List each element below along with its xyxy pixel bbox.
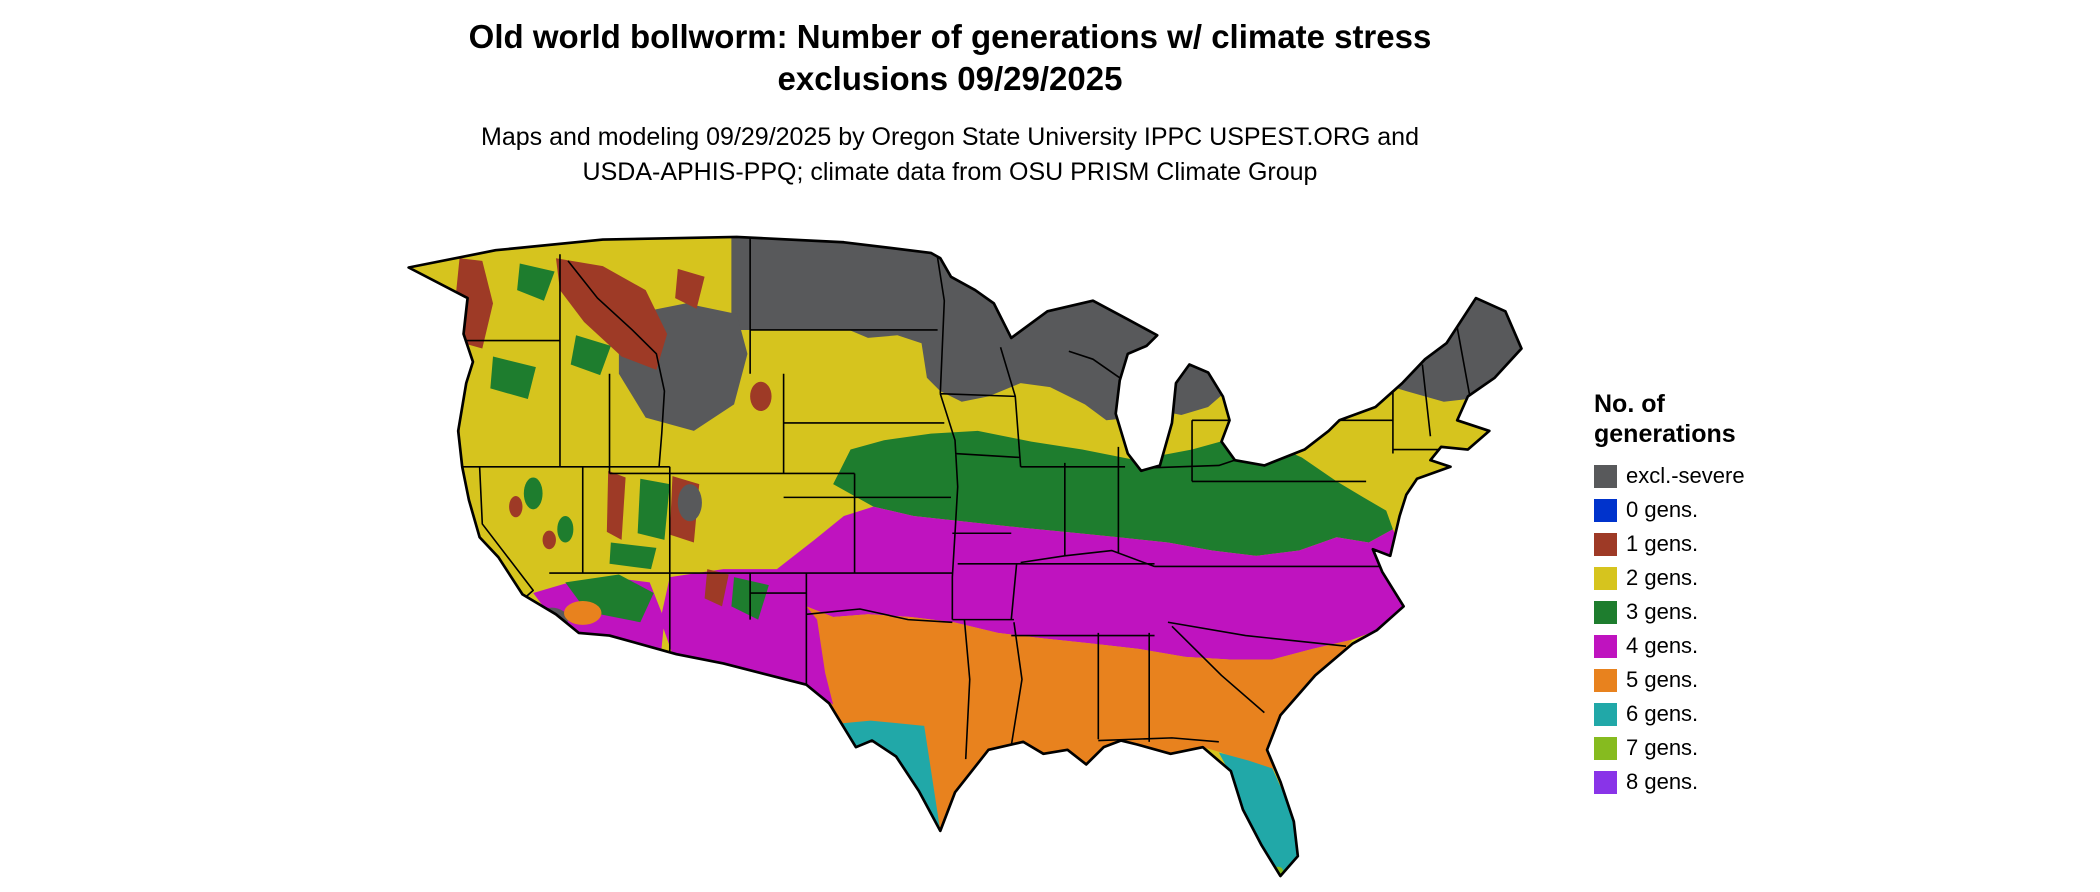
zone-3gens-blue-mountains [490,356,536,400]
zone-3gens-klamath [408,430,427,469]
zone-5gens-phoenix [563,601,602,625]
us-outline [407,235,1523,878]
zone-6gens-yuma [522,611,550,633]
legend-label: 7 gens. [1626,735,1699,760]
page-title-line2: exclusions 09/29/2025 [777,60,1123,98]
us-map-svg [407,235,1523,878]
zone-5gens-band [806,606,1353,831]
legend-swatch-8-gens [1594,770,1617,794]
zone-3gens-nevada-2 [557,515,574,543]
page-title: Old world bollworm: Number of generation… [250,16,1650,100]
map-header: Old world bollworm: Number of generation… [250,16,1650,189]
page-subtitle: Maps and modeling 09/29/2025 by Oregon S… [250,120,1650,189]
legend-swatch-1-gens [1594,532,1617,556]
legend-swatch-4-gens [1594,634,1617,658]
zone-1gen-black-hills [750,381,772,412]
legend-item-7-gens: 7 gens. [1594,731,1745,765]
zone-4gens-band [776,506,1407,660]
zone-3gens-south-utah [609,542,657,570]
page-subtitle-line2: USDA-APHIS-PPQ; climate data from OSU PR… [582,157,1318,186]
legend-label: 4 gens. [1626,633,1699,658]
legend-item-6-gens: 6 gens. [1594,697,1745,731]
legend-title-line2: generations [1594,419,1736,448]
legend-label: 6 gens. [1626,701,1699,726]
legend-swatch-0-gens [1594,498,1617,522]
map-legend: No. of generations excl.-severe 0 gens. 1… [1594,390,1745,799]
zone-1gen-nevada-2 [542,530,556,550]
zone-1gen-wasatch [606,470,626,540]
legend-label: 1 gens. [1626,531,1699,556]
zone-6gens-imperial [475,611,495,628]
zone-1gen-northern-rockies [555,258,668,370]
zone-4gens-central-valley [408,446,440,570]
zone-3gens-west-colorado [637,478,670,540]
legend-label: 3 gens. [1626,599,1699,624]
legend-label: excl.-severe [1626,463,1745,488]
zone-4gens-southwest [660,569,834,705]
legend-items: excl.-severe 0 gens. 1 gens. 2 gens. 3 g… [1594,459,1745,799]
legend-item-8-gens: 8 gens. [1594,765,1745,799]
zone-exclusion-northeast [1319,295,1522,402]
legend-swatch-7-gens [1594,736,1617,760]
zone-6gens-florida [1218,752,1298,877]
zone-1gen-sangre-de-cristo [704,569,729,607]
zone-exclusion-colorado-peaks [677,484,702,522]
zone-3gens-ne-washington [517,263,555,301]
legend-swatch-3-gens [1594,600,1617,624]
legend-item-2-gens: 2 gens. [1594,561,1745,595]
page-title-line1: Old world bollworm: Number of generation… [468,18,1432,55]
legend-item-0-gens: 0 gens. [1594,493,1745,527]
legend-label: 8 gens. [1626,769,1699,794]
zone-1gen-nevada-1 [509,496,523,518]
zone-1gen-montana [675,268,705,309]
legend-label: 2 gens. [1626,565,1699,590]
zone-3gens-nevada-1 [523,477,543,510]
legend-swatch-excl-severe [1594,464,1617,488]
legend-swatch-6-gens [1594,702,1617,726]
legend-label: 0 gens. [1626,497,1699,522]
zone-6gens-south-texas [814,720,941,831]
map-fill-layers [408,236,1522,877]
legend-item-5-gens: 5 gens. [1594,663,1745,697]
legend-title-line1: No. of [1594,390,1665,418]
legend-swatch-5-gens [1594,668,1617,692]
legend-item-3-gens: 3 gens. [1594,595,1745,629]
legend-item-1-gens: 1 gens. [1594,527,1745,561]
state-borders [408,236,1472,760]
us-generations-map [335,221,1567,892]
legend-swatch-2-gens [1594,566,1617,590]
legend-title: No. of generations [1594,390,1745,449]
zone-3gens-idaho [570,335,611,376]
legend-label: 5 gens. [1626,667,1699,692]
legend-item-4-gens: 4 gens. [1594,629,1745,663]
legend-item-excl-severe: excl.-severe [1594,459,1745,493]
page-subtitle-line1: Maps and modeling 09/29/2025 by Oregon S… [481,123,1419,152]
